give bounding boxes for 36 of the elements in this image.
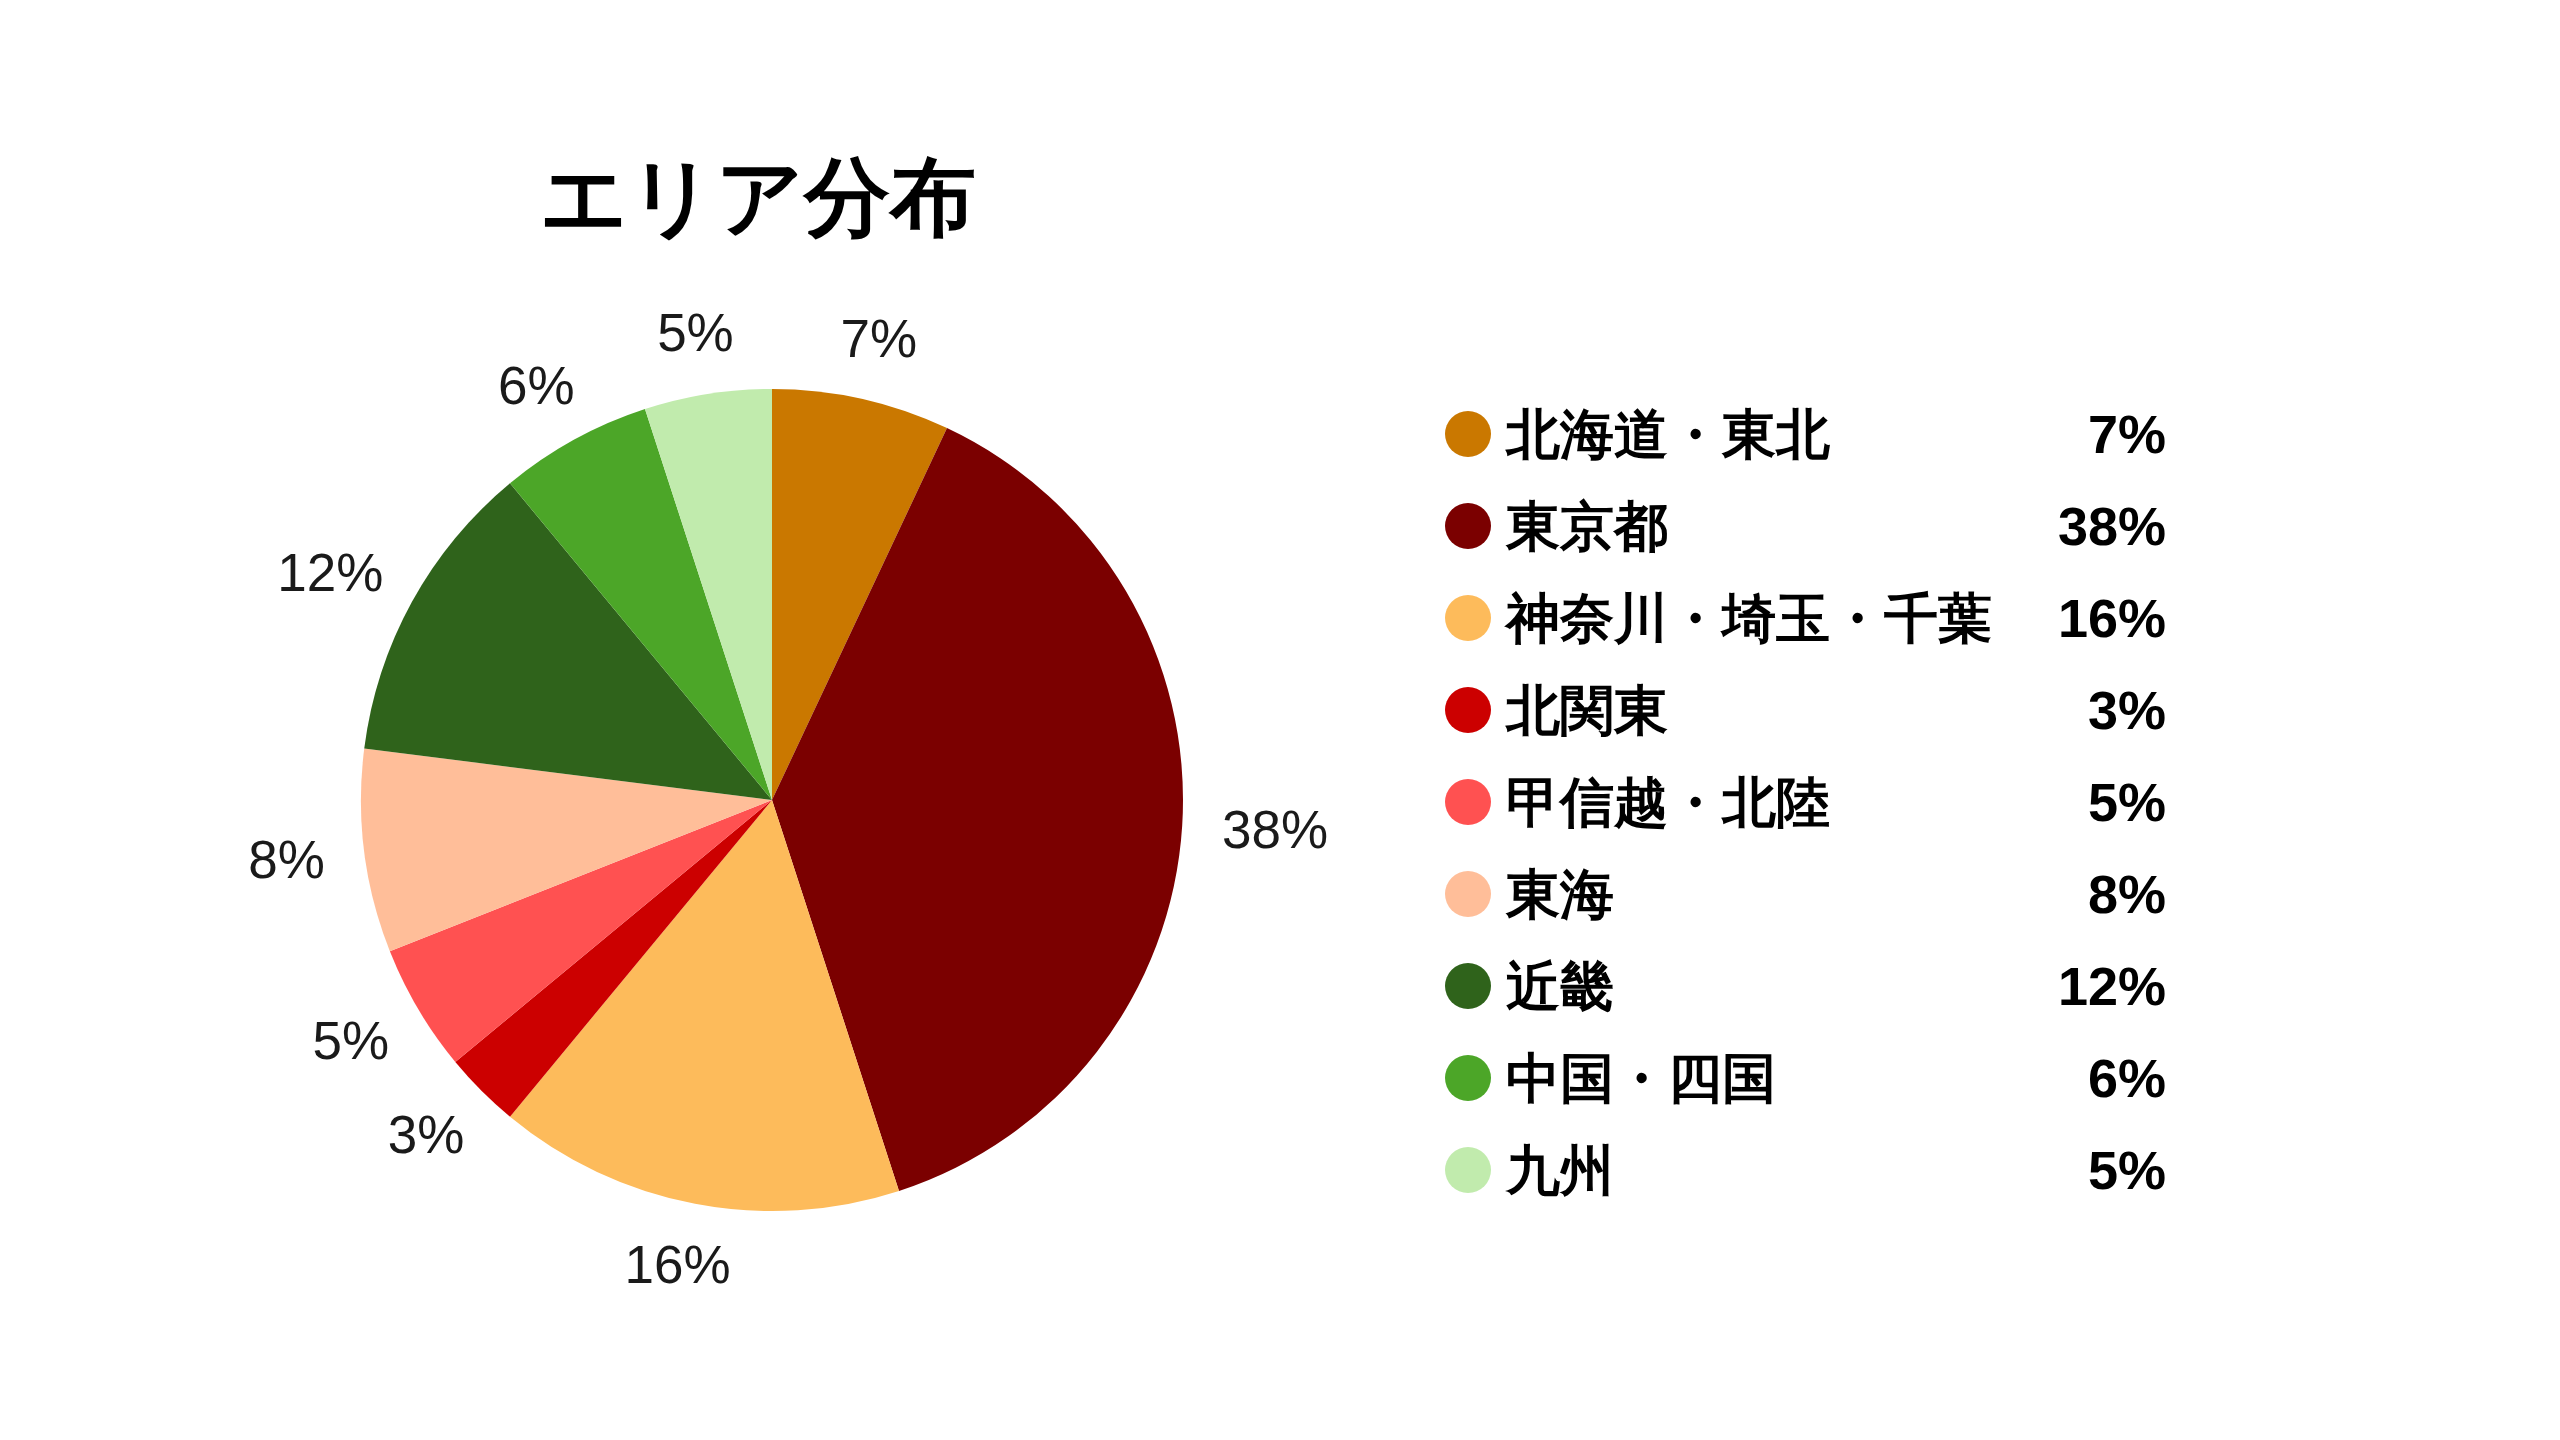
text: 12% xyxy=(2057,956,2166,1016)
data-label: 8% xyxy=(248,829,325,889)
legend-label: 北海道・東北 xyxy=(1505,404,1830,464)
pie-slice xyxy=(455,800,772,1117)
legend-label: 九州 xyxy=(1505,1140,1614,1200)
legend-label: 甲信越・北陸 xyxy=(1506,772,1830,832)
text: 7% xyxy=(2087,404,2166,464)
legend-label: 神奈川・埼玉・千葉 xyxy=(1504,588,1992,648)
data-label: 6% xyxy=(497,355,575,415)
data-label: 12% xyxy=(277,542,384,602)
text: 8% xyxy=(2087,864,2166,924)
text: 5% xyxy=(2087,772,2166,832)
legend-label: 北関東 xyxy=(1505,680,1668,740)
pie-slice xyxy=(510,800,900,1211)
data-label: 38% xyxy=(1221,800,1329,860)
legend-label: 東京都 xyxy=(1505,496,1668,556)
pie-slice xyxy=(772,389,947,800)
chart-title: エリア分布 xyxy=(540,149,976,245)
data-label: 3% xyxy=(387,1105,465,1165)
text: 6% xyxy=(2087,1048,2166,1108)
text: 38% xyxy=(2057,496,2166,556)
text: 3% xyxy=(2087,680,2166,740)
text: 16% xyxy=(2057,588,2166,648)
pie-slice xyxy=(772,428,1183,1191)
pie-slice xyxy=(510,409,772,800)
text: 5% xyxy=(2087,1140,2166,1200)
data-label: 7% xyxy=(840,308,918,368)
legend-label: 近畿 xyxy=(1506,956,1614,1016)
data-label: 16% xyxy=(624,1235,731,1295)
legend-label: 東海 xyxy=(1505,864,1614,924)
data-label: 5% xyxy=(312,1011,390,1071)
pie-slice xyxy=(644,389,772,800)
legend-label: 中国・四国 xyxy=(1506,1048,1776,1108)
pie-slice xyxy=(389,800,772,1062)
pie-slice xyxy=(361,748,772,952)
data-label: 5% xyxy=(657,303,734,363)
